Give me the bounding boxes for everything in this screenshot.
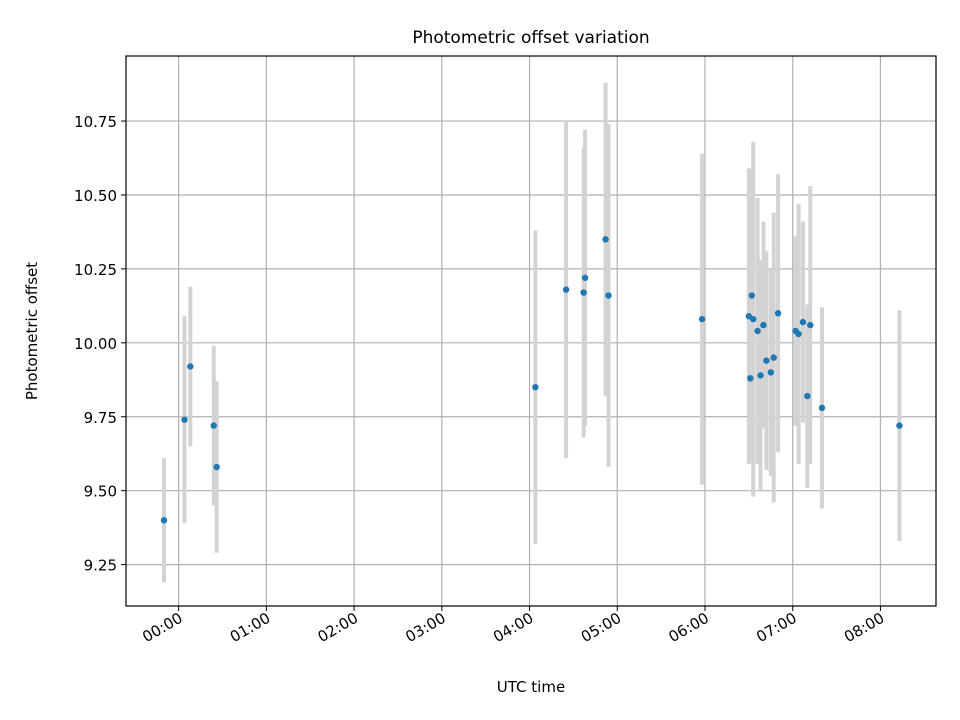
data-point	[799, 318, 807, 326]
x-axis-label: UTC time	[497, 678, 565, 696]
data-points	[160, 236, 903, 524]
chart-title: Photometric offset variation	[412, 28, 649, 48]
data-point	[210, 422, 217, 429]
data-point	[750, 315, 757, 323]
data-point	[767, 369, 774, 376]
data-point	[763, 357, 770, 364]
data-point	[698, 315, 706, 323]
data-point	[774, 310, 782, 317]
y-tick-label: 10.50	[74, 187, 117, 205]
plot-frame	[125, 55, 937, 607]
data-point	[896, 422, 903, 429]
data-point	[605, 292, 612, 299]
data-point	[770, 354, 777, 361]
y-tick-label: 9.75	[84, 409, 117, 427]
data-point	[795, 330, 802, 338]
data-point	[818, 404, 826, 412]
data-point	[754, 327, 761, 335]
y-axis: 9.25 9.50 9.75 10.00 10.25 10.50 10.75	[74, 113, 126, 575]
data-point	[747, 375, 754, 382]
grid-lines	[126, 56, 936, 606]
data-point	[602, 236, 609, 243]
data-point	[748, 292, 755, 299]
data-point	[757, 372, 764, 379]
data-point	[160, 517, 168, 524]
data-point	[181, 416, 188, 423]
data-point	[562, 286, 570, 293]
data-point	[187, 363, 194, 370]
data-point	[760, 321, 767, 329]
y-tick-label: 10.75	[74, 113, 117, 131]
y-tick-label: 9.25	[84, 557, 117, 575]
y-axis-label: Photometric offset	[23, 262, 41, 400]
y-tick-label: 9.50	[84, 483, 117, 501]
data-point	[804, 392, 811, 400]
data-point	[807, 321, 814, 329]
data-point	[581, 274, 589, 281]
data-point	[580, 289, 587, 296]
y-tick-label: 10.25	[74, 261, 117, 279]
data-point	[532, 383, 539, 391]
y-tick-label: 10.00	[74, 335, 117, 353]
data-point	[213, 463, 220, 471]
